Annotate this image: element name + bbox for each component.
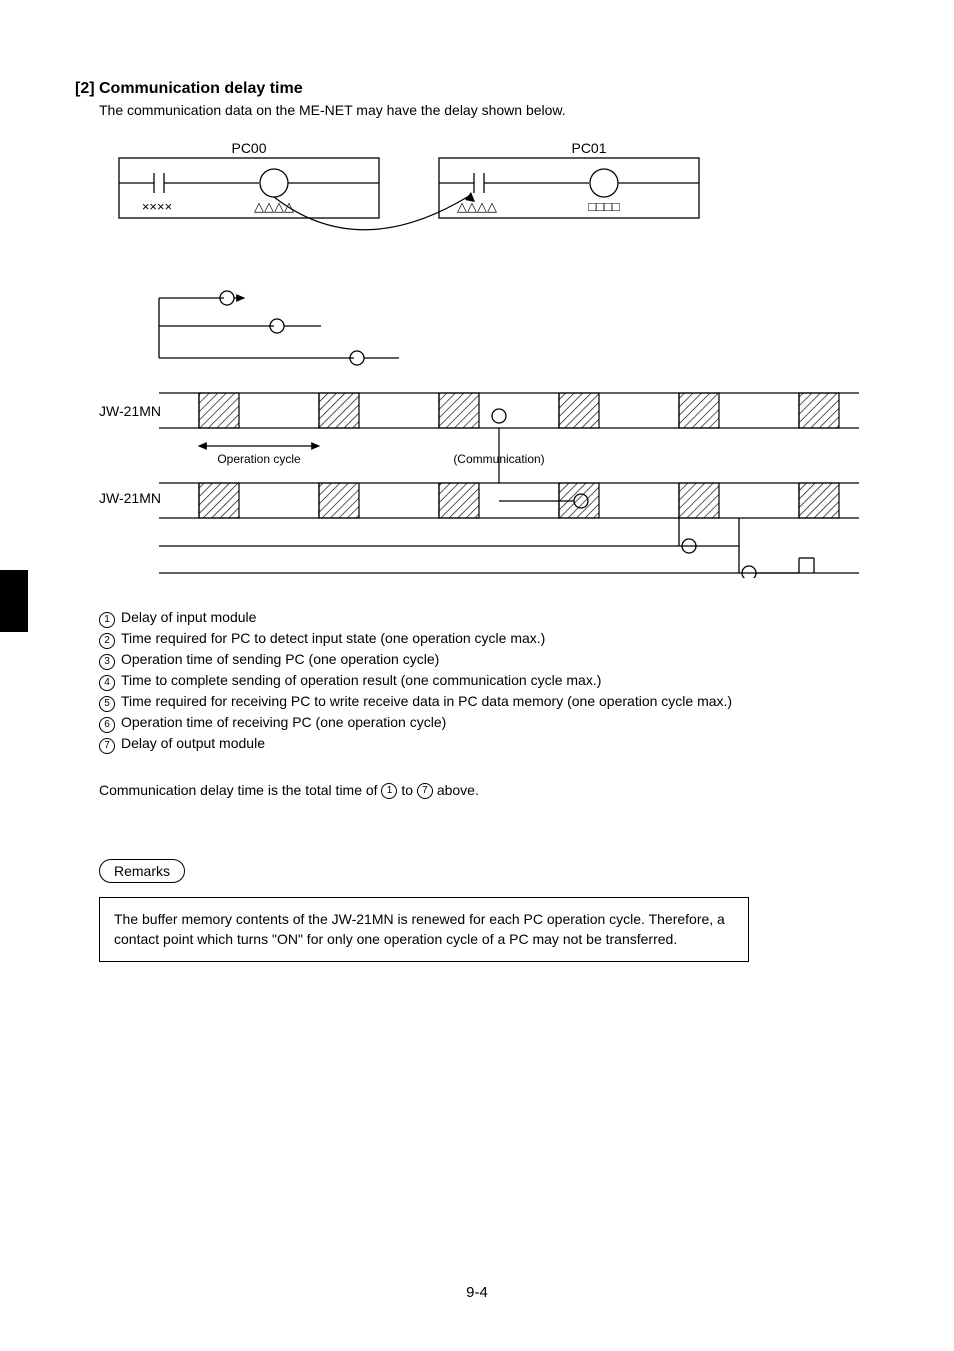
- sym-tri-2: △△△△: [457, 199, 497, 214]
- remarks-label: Remarks: [99, 859, 185, 883]
- circled-number: 7: [99, 738, 115, 754]
- legend-text: Time required for PC to detect input sta…: [121, 628, 545, 648]
- section-intro: The communication data on the ME-NET may…: [99, 102, 879, 118]
- summary-pre: Communication delay time is the total ti…: [99, 782, 381, 798]
- legend-text: Time required for receiving PC to write …: [121, 691, 732, 711]
- legend-list: 1 Delay of input module 2 Time required for…: [99, 607, 879, 754]
- legend-item: 1 Delay of input module: [99, 607, 879, 628]
- circled-number: 2: [99, 633, 115, 649]
- circled-last: 7: [417, 783, 433, 799]
- op-cycle-label: Operation cycle: [217, 452, 301, 466]
- page-side-tab: [0, 570, 28, 632]
- legend-text: Operation time of receiving PC (one oper…: [121, 712, 446, 732]
- pc01-label: PC01: [571, 140, 606, 156]
- circled-number: 1: [99, 612, 115, 628]
- legend-item: 6 Operation time of receiving PC (one ope…: [99, 712, 879, 733]
- legend-item: 2 Time required for PC to detect input st…: [99, 628, 879, 649]
- sym-x: ××××: [142, 199, 172, 214]
- legend-text: Operation time of sending PC (one operat…: [121, 649, 439, 669]
- remarks-box: The buffer memory contents of the JW-21M…: [99, 897, 749, 962]
- circled-number: 5: [99, 696, 115, 712]
- timing-diagram: PC00 ×××× △△△△ PC01 △△△△ □□□□ JW-21MN: [99, 138, 879, 583]
- circled-number: 3: [99, 654, 115, 670]
- summary-mid: to: [401, 782, 417, 798]
- circled-first: 1: [381, 783, 397, 799]
- legend-item: 4 Time to complete sending of operation r…: [99, 670, 879, 691]
- circled-number: 4: [99, 675, 115, 691]
- page-number: 9-4: [0, 1284, 954, 1301]
- legend-item: 3 Operation time of sending PC (one opera…: [99, 649, 879, 670]
- device-label-1: JW-21MN: [99, 403, 161, 419]
- legend-text: Delay of input module: [121, 607, 256, 627]
- pc00-label: PC00: [231, 140, 266, 156]
- section-heading: [2] Communication delay time: [75, 80, 879, 98]
- device-label-2: JW-21MN: [99, 490, 161, 506]
- circled-number: 6: [99, 717, 115, 733]
- sym-sq: □□□□: [588, 199, 620, 214]
- legend-text: Time to complete sending of operation re…: [121, 670, 601, 690]
- legend-item: 5 Time required for receiving PC to write…: [99, 691, 879, 712]
- legend-item: 7 Delay of output module: [99, 733, 879, 754]
- legend-text: Delay of output module: [121, 733, 265, 753]
- summary-line: Communication delay time is the total ti…: [99, 782, 879, 799]
- summary-post: above.: [437, 782, 479, 798]
